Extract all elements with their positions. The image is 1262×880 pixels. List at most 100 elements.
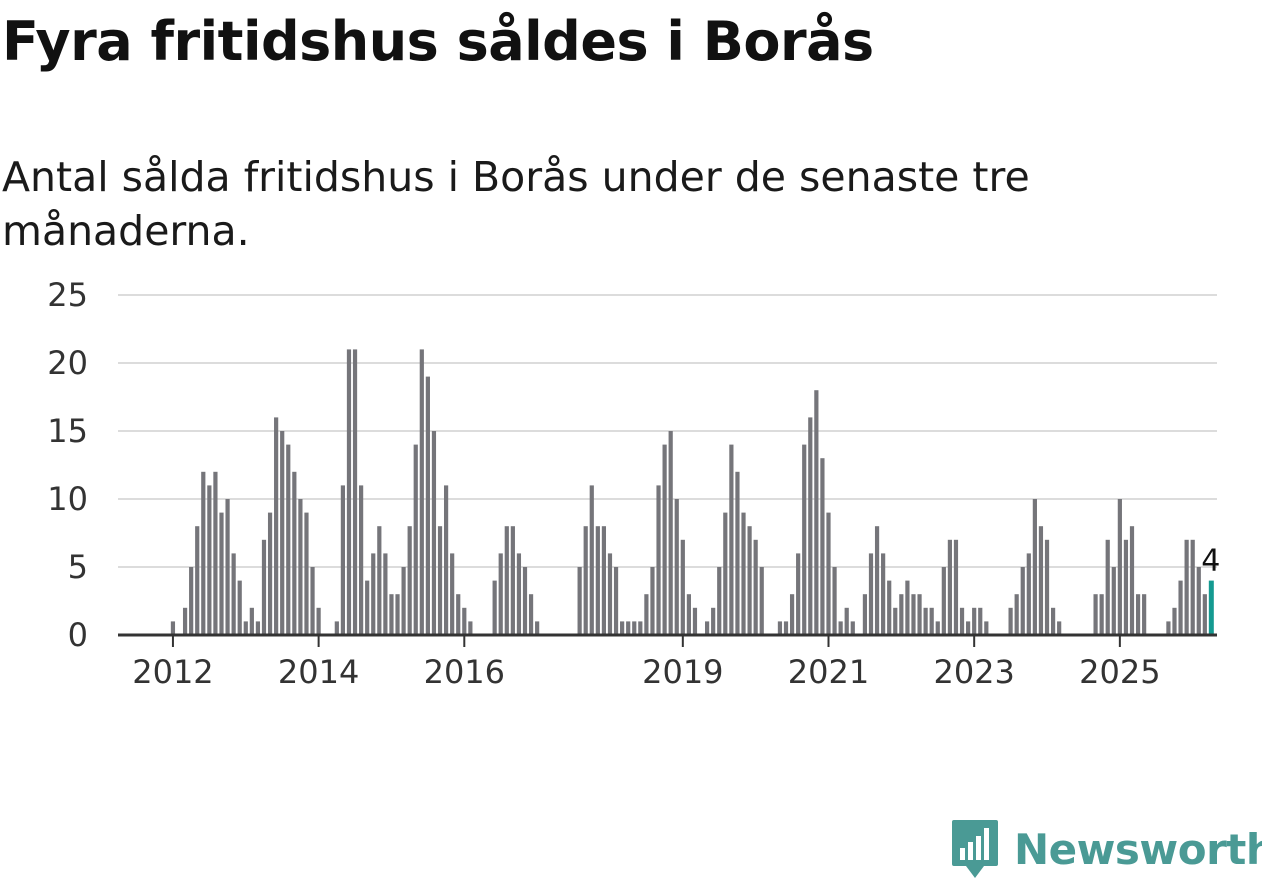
bar (1142, 594, 1147, 635)
bar (267, 512, 273, 635)
bar (1123, 539, 1129, 635)
x-tick-label: 2025 (1079, 653, 1160, 691)
y-tick-label: 20 (47, 344, 88, 382)
bar (589, 485, 594, 635)
bar (431, 431, 437, 635)
y-tick-label: 25 (47, 276, 88, 314)
x-tick-label: 2014 (278, 653, 359, 691)
bar (680, 539, 685, 635)
bar (802, 444, 807, 635)
bar (1184, 539, 1189, 635)
bar (340, 485, 345, 635)
bar (274, 417, 279, 635)
bar (1057, 621, 1062, 635)
bar (783, 621, 789, 635)
x-tick-label: 2019 (642, 653, 723, 691)
bar (316, 607, 321, 635)
bar (389, 594, 394, 635)
bar (808, 417, 813, 635)
bars (170, 349, 1214, 635)
bar (510, 526, 515, 635)
bar (213, 471, 218, 635)
bar (1038, 526, 1044, 635)
bar (425, 376, 430, 635)
chart-subtitle: Antal sålda fritidshus i Borås under de … (2, 153, 1030, 255)
bar (711, 607, 716, 635)
bar (334, 621, 339, 635)
bar (401, 567, 406, 635)
bar (607, 553, 613, 635)
bar-latest (1208, 580, 1214, 635)
bar (632, 621, 637, 635)
bar (674, 499, 679, 635)
bar (219, 512, 224, 635)
bar (759, 567, 764, 635)
bar (881, 553, 886, 635)
bar (941, 567, 946, 635)
newsworthy-logo: Newsworthy (950, 818, 1262, 880)
bar (346, 349, 352, 635)
bar (789, 594, 795, 635)
bar (613, 567, 619, 635)
bar (450, 553, 455, 635)
bar (656, 485, 661, 635)
bar (577, 567, 582, 635)
bar (280, 431, 285, 635)
bar (498, 553, 503, 635)
bar (1099, 594, 1104, 635)
bar (978, 607, 983, 635)
bar (1178, 580, 1183, 635)
bar (905, 580, 910, 635)
latest-value-label: 4 (1201, 544, 1220, 579)
bar (893, 607, 898, 635)
bar (195, 526, 200, 635)
bar (966, 621, 971, 635)
bar (201, 471, 206, 635)
bar (741, 512, 746, 635)
bar (929, 607, 934, 635)
bar (189, 567, 194, 635)
y-tick-label: 0 (68, 616, 88, 654)
bar (1020, 567, 1025, 635)
bar (959, 607, 965, 635)
newsworthy-logo-icon (952, 820, 998, 878)
bar (207, 485, 212, 635)
bar (899, 594, 904, 635)
bar (456, 594, 461, 635)
bar (705, 621, 710, 635)
bar (935, 621, 940, 635)
bar (1129, 526, 1135, 635)
bar (984, 621, 989, 635)
bar (413, 444, 418, 635)
bar (359, 485, 364, 635)
bar (304, 512, 309, 635)
bar (371, 553, 376, 635)
y-tick-label: 15 (47, 412, 88, 450)
bar (953, 539, 959, 635)
data-labels: 4 (1201, 544, 1220, 579)
bar (729, 444, 734, 635)
bar (395, 594, 400, 635)
bar (838, 621, 843, 635)
bar (1008, 607, 1013, 635)
bar (522, 567, 528, 635)
bar (583, 526, 588, 635)
bar (911, 594, 916, 635)
bar (644, 594, 649, 635)
bar (1196, 567, 1201, 635)
bar (237, 580, 242, 635)
brand-name: Newsworthy (1014, 824, 1262, 874)
bar (528, 594, 534, 635)
bar (917, 594, 922, 635)
bar (1202, 594, 1207, 635)
bar (225, 499, 230, 635)
bar (352, 349, 358, 635)
bar (298, 499, 303, 635)
bar (407, 526, 412, 635)
bar (535, 621, 540, 635)
chart-title: Fyra fritidshus såldes i Borås (2, 10, 874, 73)
bar (620, 621, 625, 635)
bar (1050, 607, 1056, 635)
bar (1093, 594, 1098, 635)
